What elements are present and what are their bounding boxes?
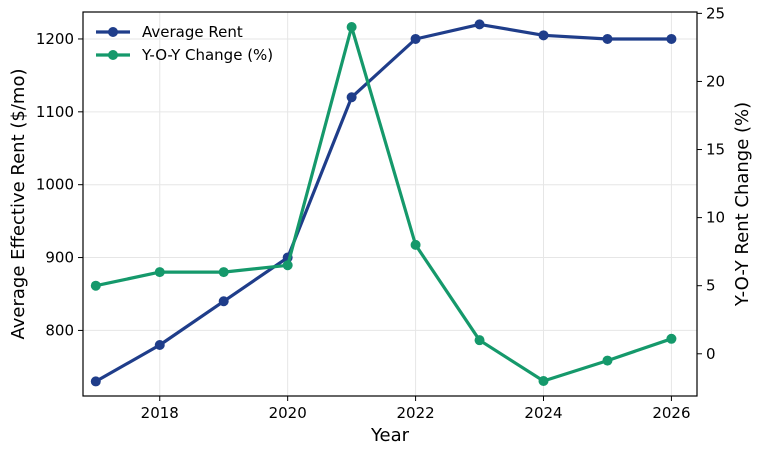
series-layer <box>90 19 677 387</box>
axes-layer: 2018 2020 2022 2024 2026 800 900 1000 1100 1200 0 5… <box>36 4 725 422</box>
legend-label: Average Rent <box>142 23 243 41</box>
x-tick-label: 2020 <box>269 404 307 422</box>
data-point <box>538 376 549 387</box>
data-point <box>410 239 421 250</box>
data-point <box>154 267 165 278</box>
data-point <box>90 376 101 387</box>
data-point <box>602 355 613 366</box>
data-point <box>666 33 677 44</box>
y-left-tick-label: 1200 <box>36 30 74 48</box>
legend-swatch-marker <box>108 27 118 37</box>
y-right-tick-label: 0 <box>706 345 716 363</box>
data-point <box>602 33 613 44</box>
data-point <box>346 21 357 32</box>
y-left-tick-label: 900 <box>45 249 74 267</box>
data-point <box>90 280 101 291</box>
data-point <box>346 92 357 103</box>
data-point <box>666 333 677 344</box>
series-0 <box>90 19 677 387</box>
y-left-tick-label: 1000 <box>36 176 74 194</box>
legend-swatch-marker <box>108 50 118 60</box>
legend-item: Y-O-Y Change (%) <box>96 46 273 64</box>
legend-label: Y-O-Y Change (%) <box>141 46 273 64</box>
x-tick-label: 2022 <box>396 404 434 422</box>
legend: Average Rent Y-O-Y Change (%) <box>96 23 273 64</box>
y-left-tick-label: 1100 <box>36 103 74 121</box>
data-point <box>474 19 485 30</box>
y-right-tick-label: 20 <box>706 72 725 90</box>
data-point <box>154 339 165 350</box>
data-point <box>218 296 229 307</box>
series-line <box>94 25 674 383</box>
legend-item: Average Rent <box>96 23 243 41</box>
data-point <box>474 335 485 346</box>
data-point <box>410 33 421 44</box>
series-line <box>94 22 674 383</box>
grid-layer <box>83 12 697 396</box>
data-point <box>218 267 229 278</box>
y-axis-right-title: Y-O-Y Rent Change (%) <box>732 102 753 307</box>
y-left-tick-label: 800 <box>45 321 74 339</box>
x-tick-label: 2018 <box>141 404 179 422</box>
y-right-tick-label: 25 <box>706 4 725 22</box>
series-1 <box>90 21 677 387</box>
plot-frame <box>82 11 698 397</box>
x-axis-title: Year <box>370 425 410 446</box>
data-point <box>282 260 293 271</box>
data-point <box>538 30 549 41</box>
y-right-tick-label: 10 <box>706 209 725 227</box>
y-right-tick-label: 5 <box>706 277 716 295</box>
y-axis-left-title: Average Effective Rent ($/mo) <box>8 69 29 340</box>
x-tick-label: 2026 <box>652 404 690 422</box>
y-right-tick-label: 15 <box>706 141 725 159</box>
x-tick-label: 2024 <box>524 404 562 422</box>
